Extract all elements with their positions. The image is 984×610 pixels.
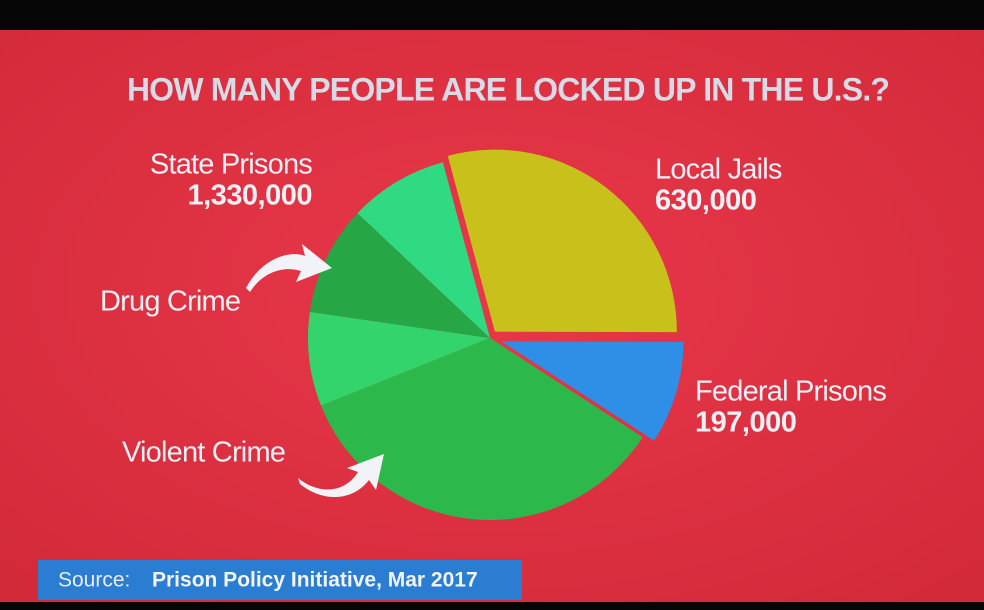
source-label: Source: (58, 569, 130, 592)
breakdown-slice (308, 311, 490, 406)
arrow (298, 454, 384, 498)
arrows (246, 244, 384, 498)
slice (447, 149, 677, 333)
source: Prison Policy Initiative, Mar 2017 (152, 569, 478, 592)
breakdown-slice (321, 338, 643, 520)
slice-label: Local Jails (655, 154, 782, 186)
slice-label: Federal Prisons (695, 376, 886, 408)
arrow (246, 244, 332, 292)
slice-value: 630,000 (655, 185, 756, 217)
breakdown-slice (357, 162, 490, 338)
chart-title: HOW MANY PEOPLE ARE LOCKED UP IN THE U.S… (127, 71, 889, 107)
breakdown-label: Drug Crime (100, 286, 240, 318)
pie (308, 149, 684, 520)
breakdown-label: Violent Crime (122, 437, 285, 469)
slice-value: 1,330,000 (187, 180, 312, 212)
breakdown-slice (309, 213, 490, 338)
slice-label: State Prisons (150, 149, 312, 181)
slice (501, 341, 684, 441)
slice-value: 197,000 (695, 407, 796, 439)
source-bar (38, 560, 522, 600)
